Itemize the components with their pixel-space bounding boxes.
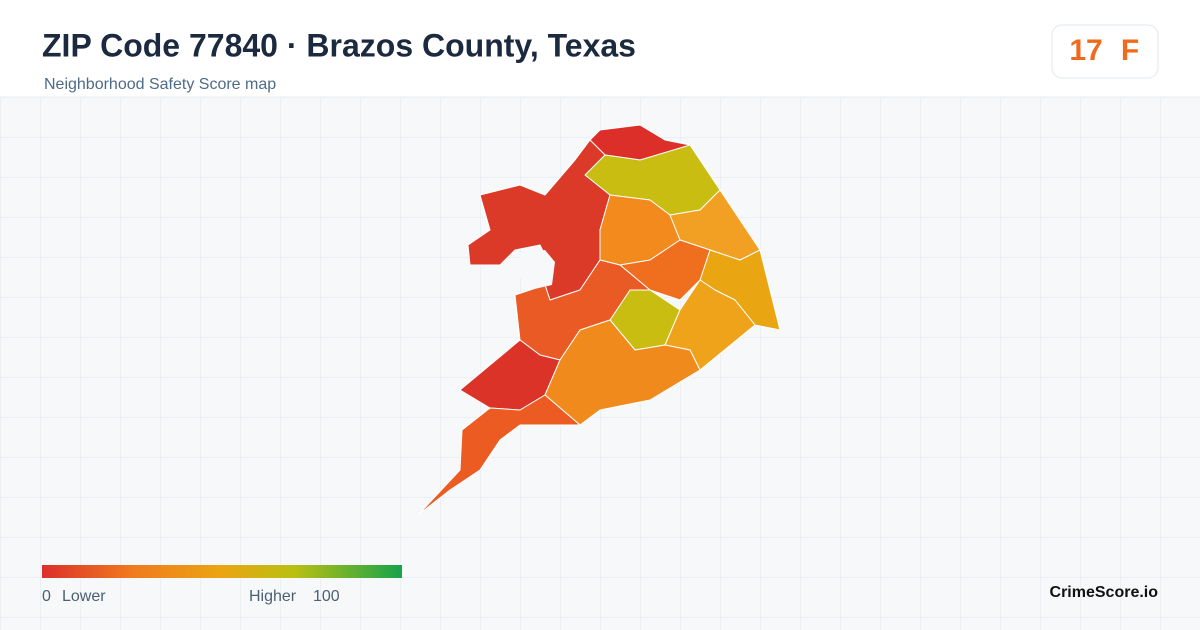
score-badge — [1051, 24, 1159, 79]
map-region — [417, 394, 581, 516]
map-region — [619, 239, 711, 301]
legend-min-label: Lower — [62, 588, 106, 605]
subtitle: Neighborhood Safety Score map — [44, 76, 276, 93]
map — [417, 124, 781, 516]
title: ZIP Code 77840 · Brazos County, Texas — [42, 27, 636, 63]
legend-max: 100 — [313, 588, 340, 605]
map-hole — [518, 250, 555, 290]
brand: CrimeScore.io — [1050, 584, 1159, 601]
legend-scale — [42, 565, 402, 578]
header-bg — [0, 0, 1200, 97]
legend-max-label: Higher — [249, 588, 297, 605]
score-value: 17 — [1069, 34, 1102, 67]
score-grade: F — [1121, 34, 1139, 67]
legend-min: 0 — [42, 588, 51, 605]
